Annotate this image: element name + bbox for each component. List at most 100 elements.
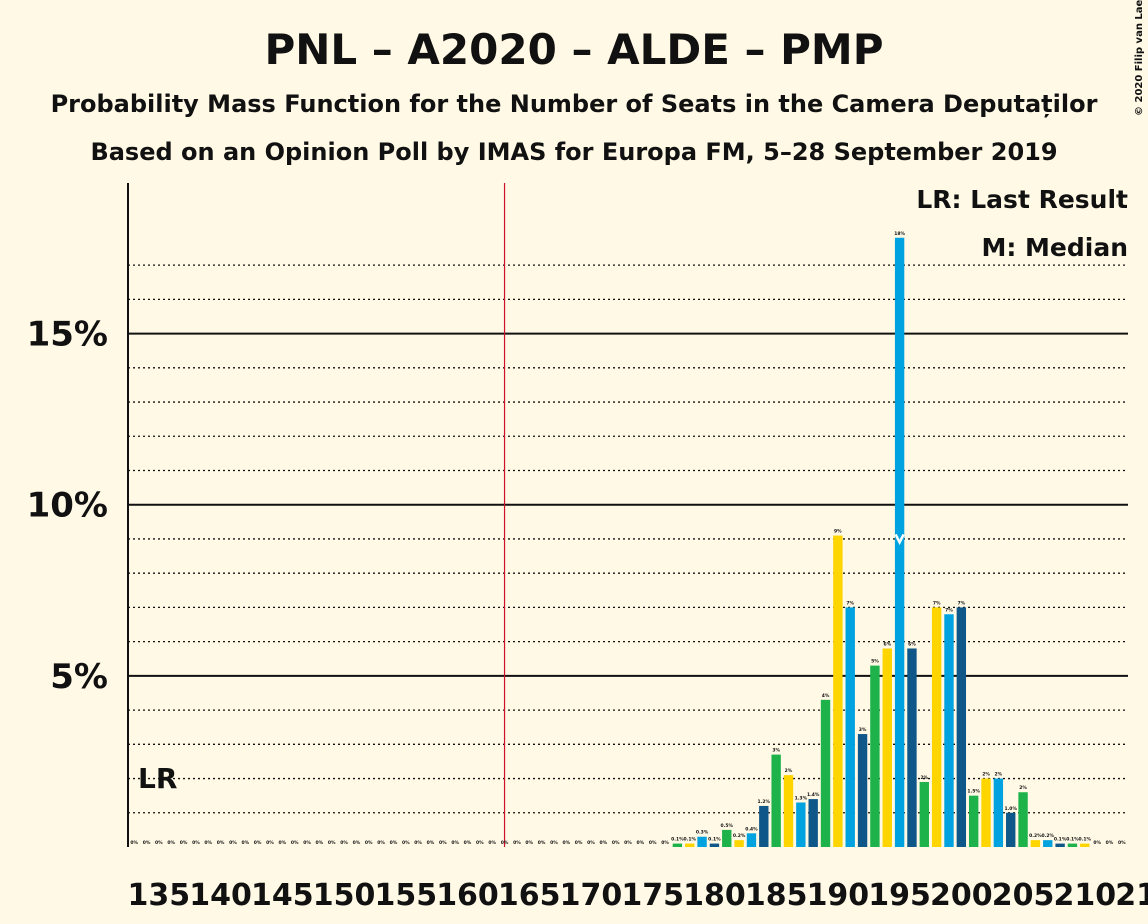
value-label: 0.2%	[1042, 833, 1055, 839]
x-tick-label: 160	[436, 878, 499, 913]
value-label: 0%	[661, 840, 669, 846]
value-label: 0%	[229, 840, 237, 846]
bar	[1055, 843, 1065, 847]
value-label: 0%	[180, 840, 188, 846]
value-label: 0.1%	[683, 837, 696, 843]
value-label: 2%	[920, 775, 928, 781]
value-label: 0%	[266, 840, 274, 846]
value-label: 0%	[1118, 840, 1126, 846]
bar	[1067, 843, 1078, 847]
value-label: 0.3%	[696, 830, 709, 836]
value-label: 0%	[402, 840, 410, 846]
chart-subtitle: Based on an Opinion Poll by IMAS for Eur…	[90, 138, 1057, 166]
value-label: 7%	[846, 600, 854, 606]
bar	[1030, 840, 1041, 847]
value-label: 0%	[155, 840, 163, 846]
bar	[944, 614, 954, 847]
value-label: 0.1%	[708, 837, 721, 843]
value-label: 9%	[834, 529, 842, 535]
bar	[685, 843, 695, 847]
value-label: 0%	[241, 840, 249, 846]
bar	[1080, 843, 1090, 847]
value-label: 1.4%	[807, 792, 820, 798]
value-label: 0%	[451, 840, 459, 846]
value-label: 0%	[599, 840, 607, 846]
bar	[907, 648, 917, 847]
value-label: 0.4%	[745, 826, 758, 832]
value-label: 1.2%	[758, 799, 771, 805]
value-label: 0%	[427, 840, 435, 846]
value-label: 1.3%	[795, 796, 808, 802]
x-tick-label: 165	[498, 878, 561, 913]
value-label: 0%	[538, 840, 546, 846]
value-label: 4%	[822, 693, 830, 699]
x-tick-label: 205	[992, 878, 1055, 913]
x-tick-label: 210	[1053, 878, 1116, 913]
value-label: 0%	[649, 840, 657, 846]
chart-title: PNL – A2020 – ALDE – PMP	[264, 25, 883, 74]
value-label: 0%	[217, 840, 225, 846]
x-tick-label: 135	[128, 878, 191, 913]
value-label: 0%	[439, 840, 447, 846]
copyright: © 2020 Filip van Laenen	[1134, 0, 1145, 116]
value-label: 0%	[1106, 840, 1114, 846]
value-label: 0%	[637, 840, 645, 846]
bar	[870, 665, 880, 847]
bar	[1043, 840, 1053, 847]
value-label: 0%	[377, 840, 385, 846]
value-label: 0%	[587, 840, 595, 846]
value-label: 2%	[1019, 785, 1027, 791]
bar	[1006, 812, 1016, 847]
x-tick-label: 140	[189, 878, 252, 913]
value-label: 0%	[575, 840, 583, 846]
value-label: 0%	[340, 840, 348, 846]
value-label: 7%	[945, 607, 953, 613]
legend-entry: LR: Last Result	[916, 185, 1128, 214]
x-tick-label: 175	[621, 878, 684, 913]
value-label: 0%	[464, 840, 472, 846]
y-tick-label: 15%	[27, 315, 108, 355]
bar	[882, 648, 892, 847]
x-tick-label: 155	[374, 878, 437, 913]
x-tick-label: 215	[1115, 878, 1148, 913]
value-label: 0%	[525, 840, 533, 846]
bar	[993, 778, 1004, 847]
value-label: 0%	[501, 840, 509, 846]
value-label: 0%	[279, 840, 287, 846]
value-label: 0.5%	[721, 823, 734, 829]
value-label: 0%	[204, 840, 212, 846]
value-label: 0%	[476, 840, 484, 846]
value-label: 0%	[612, 840, 620, 846]
value-label: 0.1%	[671, 837, 684, 843]
value-label: 0%	[291, 840, 299, 846]
x-tick-label: 200	[930, 878, 993, 913]
x-tick-label: 190	[807, 878, 870, 913]
bar	[796, 802, 806, 847]
value-label: 0%	[624, 840, 632, 846]
bar	[759, 805, 769, 847]
bar	[956, 607, 967, 847]
value-label: 0%	[130, 840, 138, 846]
bar	[783, 775, 794, 847]
value-label: 0%	[254, 840, 262, 846]
x-tick-label: 145	[251, 878, 314, 913]
chart-subtitle: Probability Mass Function for the Number…	[51, 90, 1098, 118]
value-label: 0.2%	[733, 833, 746, 839]
bar	[672, 843, 683, 847]
bar	[833, 535, 843, 847]
value-label: 7%	[933, 600, 941, 606]
bar	[919, 781, 929, 847]
value-label: 2%	[785, 768, 793, 774]
x-tick-label: 195	[868, 878, 931, 913]
value-label: 6%	[883, 641, 891, 647]
bar	[722, 829, 732, 847]
value-label: 0%	[562, 840, 570, 846]
bar	[734, 840, 744, 847]
value-label: 0%	[167, 840, 175, 846]
value-label: 0.1%	[1066, 837, 1079, 843]
value-label: 3%	[772, 748, 780, 754]
value-label: 0%	[414, 840, 422, 846]
bar	[845, 607, 855, 847]
value-label: 6%	[908, 641, 916, 647]
